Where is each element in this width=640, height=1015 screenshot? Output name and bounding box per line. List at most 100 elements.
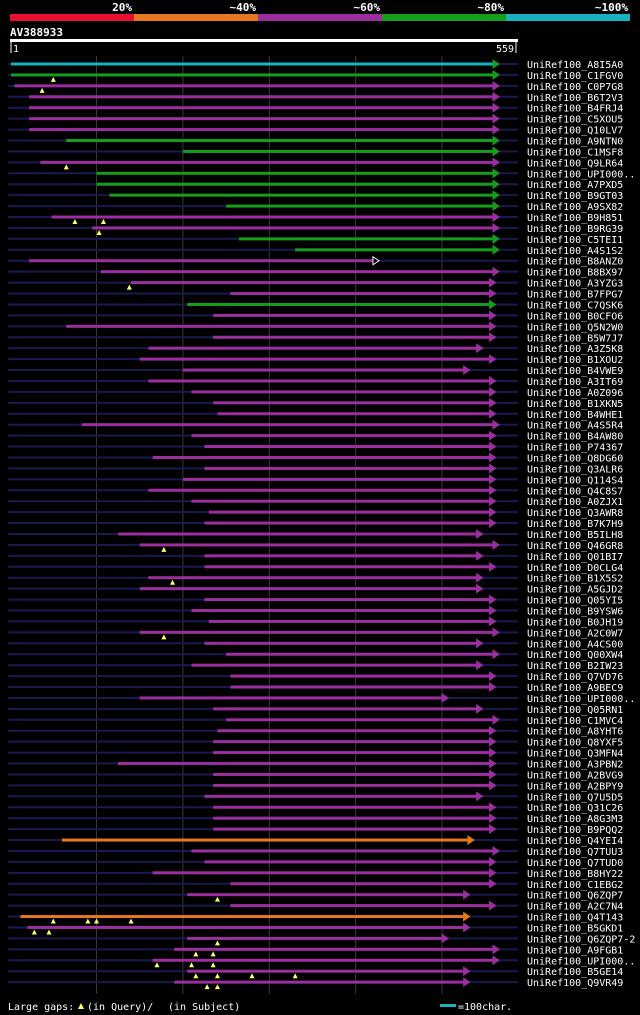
hit-row[interactable]: UniRef100_Q8YXF5 (8, 736, 623, 749)
hit-label[interactable]: UniRef100_UPI000.. (527, 169, 635, 180)
hit-label[interactable]: UniRef100_A3Z5K8 (527, 344, 623, 355)
hit-label[interactable]: UniRef100_Q8DG60 (527, 453, 623, 464)
hit-row[interactable]: UniRef100_B0CFO6 (8, 310, 623, 322)
hit-label[interactable]: UniRef100_B5GE14 (527, 967, 623, 978)
hit-row[interactable]: UniRef100_B5GKD1 (8, 922, 623, 935)
hit-row[interactable]: UniRef100_Q46GR8 (8, 539, 623, 552)
hit-label[interactable]: UniRef100_C5TEI1 (527, 235, 623, 246)
hit-row[interactable]: UniRef100_A9BEC9 (8, 682, 623, 694)
hit-row[interactable]: UniRef100_A2BVG9 (8, 769, 623, 781)
hit-row[interactable]: UniRef100_B5GE14 (8, 966, 623, 979)
hit-label[interactable]: UniRef100_Q00XW4 (527, 650, 623, 661)
hit-label[interactable]: UniRef100_Q3ALR6 (527, 464, 623, 475)
hit-row[interactable]: UniRef100_B5ILH8 (8, 529, 623, 541)
hit-label[interactable]: UniRef100_A0ZJX1 (527, 497, 623, 508)
hit-label[interactable]: UniRef100_Q4C8S7 (527, 486, 623, 497)
hit-label[interactable]: UniRef100_Q10LV7 (527, 126, 623, 137)
hit-label[interactable]: UniRef100_Q9VR49 (527, 978, 623, 989)
hit-label[interactable]: UniRef100_B1XOU2 (527, 355, 623, 366)
hit-label[interactable]: UniRef100_A5GJD2 (527, 585, 623, 596)
hit-row[interactable]: UniRef100_Q7TUU3 (8, 846, 623, 858)
hit-label[interactable]: UniRef100_A3YZG3 (527, 279, 623, 290)
hit-row[interactable]: UniRef100_A8I5A0 (8, 59, 623, 71)
hit-label[interactable]: UniRef100_B6T2V3 (527, 93, 623, 104)
hit-label[interactable]: UniRef100_A8G3M3 (527, 814, 623, 825)
hit-label[interactable]: UniRef100_A4CS00 (527, 639, 623, 650)
hit-row[interactable]: UniRef100_B8BX97 (8, 266, 623, 279)
hit-label[interactable]: UniRef100_Q46GR8 (527, 541, 623, 552)
hit-label[interactable]: UniRef100_Q05YI5 (527, 596, 623, 607)
hit-label[interactable]: UniRef100_A9FGB1 (527, 945, 623, 956)
hit-label[interactable]: UniRef100_Q7VD76 (527, 672, 623, 683)
hit-label[interactable]: UniRef100_Q31C26 (527, 803, 623, 814)
hit-row[interactable]: UniRef100_A4S5R4 (8, 419, 623, 432)
hit-row[interactable]: UniRef100_A2BPY9 (8, 780, 623, 792)
hit-row[interactable]: UniRef100_B8HY22 (8, 867, 623, 880)
hit-row[interactable]: UniRef100_Q7TUD0 (8, 856, 623, 869)
hit-row[interactable]: UniRef100_B9YSW6 (8, 605, 623, 618)
hit-row[interactable]: UniRef100_C1FGV0 (8, 69, 623, 82)
hit-row[interactable]: UniRef100_A8G3M3 (8, 813, 623, 825)
hit-row[interactable]: UniRef100_Q9VR49 (8, 977, 623, 990)
hit-label[interactable]: UniRef100_Q4YEI4 (527, 836, 623, 847)
hit-row[interactable]: UniRef100_A9FGB1 (8, 944, 623, 957)
hit-row[interactable]: UniRef100_B7FPG7 (8, 288, 623, 301)
hit-row[interactable]: UniRef100_A8YHT6 (8, 725, 623, 738)
hit-row[interactable]: UniRef100_Q4T143 (8, 911, 623, 924)
hit-label[interactable]: UniRef100_A0Z096 (527, 388, 623, 399)
hit-label[interactable]: UniRef100_A9BEC9 (527, 683, 623, 694)
hit-label[interactable]: UniRef100_A3PBN2 (527, 760, 623, 771)
hit-row[interactable]: UniRef100_Q3ALR6 (8, 463, 623, 475)
hit-label[interactable]: UniRef100_A9NTN0 (527, 137, 623, 148)
hit-label[interactable]: UniRef100_B7K7H9 (527, 519, 623, 530)
hit-row[interactable]: UniRef100_B7K7H9 (8, 518, 623, 530)
hit-row[interactable]: UniRef100_C1EBG2 (8, 878, 623, 891)
hit-label[interactable]: UniRef100_B4VWE9 (527, 366, 623, 377)
hit-label[interactable]: UniRef100_B4AW80 (527, 432, 623, 443)
hit-row[interactable]: UniRef100_A9NTN0 (8, 135, 623, 148)
hit-row[interactable]: UniRef100_A7PXD5 (8, 179, 623, 191)
hit-row[interactable]: UniRef100_B9H851 (8, 212, 623, 225)
hit-row[interactable]: UniRef100_C1MVC4 (8, 714, 623, 727)
hit-label[interactable]: UniRef100_Q4T143 (527, 913, 623, 924)
hit-row[interactable]: UniRef100_Q114S4 (8, 474, 623, 486)
hit-label[interactable]: UniRef100_Q8YXF5 (527, 738, 623, 749)
hit-label[interactable]: UniRef100_B9PQQ2 (527, 825, 623, 836)
hit-row[interactable]: UniRef100_B9PQQ2 (8, 824, 623, 836)
hit-label[interactable]: UniRef100_B4WHE1 (527, 410, 623, 421)
hit-row[interactable]: UniRef100_B4AW80 (8, 430, 623, 443)
hit-row[interactable]: UniRef100_B0JH19 (8, 616, 623, 628)
hit-label[interactable]: UniRef100_B5GKD1 (527, 923, 623, 934)
hit-label[interactable]: UniRef100_A8I5A0 (527, 60, 623, 71)
hit-label[interactable]: UniRef100_A3IT69 (527, 377, 623, 388)
hit-row[interactable]: UniRef100_B1XOU2 (8, 354, 623, 366)
hit-row[interactable]: UniRef100_UPI000.. (8, 168, 635, 180)
hit-label[interactable]: UniRef100_UPI000.. (527, 956, 635, 967)
hit-label[interactable]: UniRef100_B5ILH8 (527, 530, 623, 541)
hit-row[interactable]: UniRef100_B4FRJ4 (8, 102, 623, 115)
hit-label[interactable]: UniRef100_Q3MFN4 (527, 749, 623, 760)
hit-row[interactable]: UniRef100_Q5N2W0 (8, 321, 623, 333)
hit-row[interactable]: UniRef100_UPI000.. (8, 955, 635, 968)
hit-row[interactable]: UniRef100_B4VWE9 (8, 365, 623, 377)
hit-label[interactable]: UniRef100_C1FGV0 (527, 71, 623, 82)
hit-label[interactable]: UniRef100_D0CLG4 (527, 563, 623, 574)
hit-label[interactable]: UniRef100_B7FPG7 (527, 290, 623, 301)
hit-label[interactable]: UniRef100_B1X5S2 (527, 574, 623, 585)
hit-label[interactable]: UniRef100_B8HY22 (527, 869, 623, 880)
hit-label[interactable]: UniRef100_C5XOU5 (527, 115, 623, 126)
hit-label[interactable]: UniRef100_Q6ZQP7-2 (527, 934, 635, 945)
hit-row[interactable]: UniRef100_Q05RN1 (8, 703, 623, 716)
hit-label[interactable]: UniRef100_A2BVG9 (527, 770, 623, 781)
hit-label[interactable]: UniRef100_A4S1S2 (527, 246, 623, 257)
hit-label[interactable]: UniRef100_B2IW23 (527, 661, 623, 672)
hit-row[interactable]: UniRef100_Q31C26 (8, 802, 623, 814)
hit-row[interactable]: UniRef100_Q4C8S7 (8, 485, 623, 497)
hit-label[interactable]: UniRef100_Q7TUD0 (527, 858, 623, 869)
hit-row[interactable]: UniRef100_Q10LV7 (8, 124, 623, 137)
hit-row[interactable]: UniRef100_A9SX82 (8, 201, 623, 213)
hit-label[interactable]: UniRef100_P74367 (527, 443, 623, 454)
hit-row[interactable]: UniRef100_B1XKN5 (8, 397, 623, 410)
hit-row[interactable]: UniRef100_B9GT03 (8, 190, 623, 202)
hit-label[interactable]: UniRef100_B1XKN5 (527, 399, 623, 410)
